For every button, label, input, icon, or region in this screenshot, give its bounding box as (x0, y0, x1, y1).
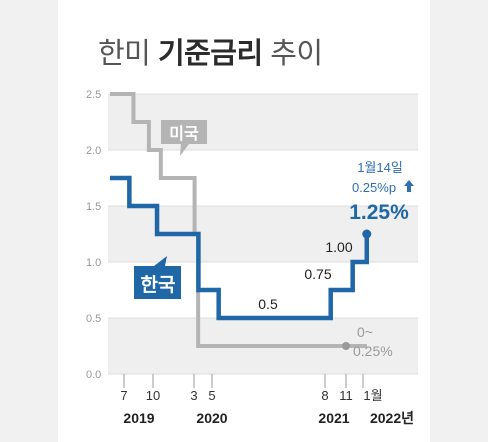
x-tick-year: 2019 (123, 410, 154, 426)
page-title: 한미 기준금리 추이 (98, 30, 323, 72)
korea-rate-line (110, 175, 370, 321)
y-tick-label: 0.5 (86, 313, 101, 325)
x-tick-month: 11 (339, 388, 353, 403)
us-end-label-line1: 0~ (357, 324, 373, 340)
annotation-change: 0.25%p (352, 180, 396, 195)
x-tick-month: 3 (190, 388, 197, 403)
korea-series-label: 한국 (141, 274, 176, 296)
korea-step-label: 1.00 (325, 239, 352, 255)
annotation-current-rate: 1.25% (349, 201, 409, 224)
korea-step-label: 0.75 (304, 266, 331, 282)
x-tick-year: 2022년 (370, 410, 414, 426)
title-highlight: 기준금리 (157, 38, 263, 70)
title-prefix: 한미 (98, 38, 151, 70)
x-tick-month: 8 (321, 388, 328, 403)
y-tick-label: 1.5 (86, 201, 101, 213)
korea-rate-end-dot (362, 229, 372, 239)
x-tick-year: 2021 (318, 410, 349, 426)
y-tick-label: 2.5 (86, 89, 101, 101)
left-margin (0, 0, 58, 442)
annotation-date: 1월14일 (357, 160, 403, 175)
x-tick-year: 2020 (196, 410, 227, 426)
korea-step-label: 0.5 (258, 296, 278, 312)
arrow-up-icon (404, 180, 414, 192)
x-tick-month: 10 (146, 388, 160, 403)
us-rate-end-dot (342, 342, 350, 350)
right-margin (430, 0, 488, 442)
us-end-label-line2: 0.25% (353, 343, 393, 359)
title-suffix: 추이 (270, 38, 323, 70)
x-tick-month: 5 (208, 388, 215, 403)
grid-band (108, 94, 418, 150)
y-tick-label: 2.0 (86, 145, 101, 157)
x-tick-month: 1월 (363, 388, 382, 403)
us-callout-bubble (161, 120, 207, 156)
korea-callout-bubble (134, 256, 181, 299)
us-series-label: 미국 (169, 125, 199, 143)
y-tick-label: 0.0 (86, 369, 101, 381)
y-tick-label: 1.0 (86, 257, 101, 269)
x-tick-month: 7 (120, 388, 127, 403)
